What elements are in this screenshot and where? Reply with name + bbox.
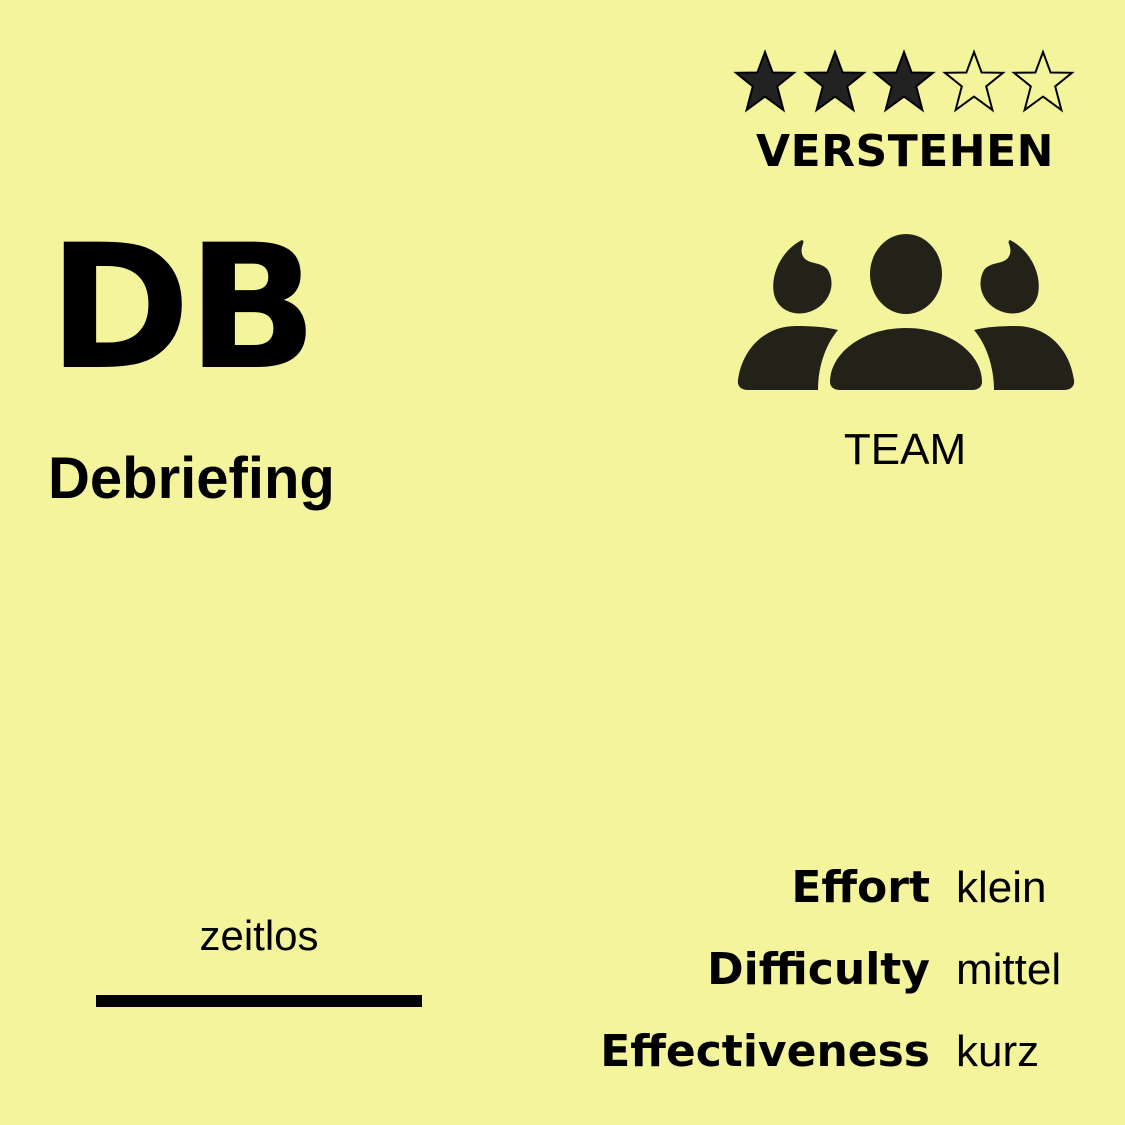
duration-bar [96, 995, 422, 1007]
star-icon [941, 49, 1006, 113]
stat-row-effectiveness: Effectiveness kurz [525, 1022, 1125, 1082]
card-name: Debriefing [48, 446, 335, 511]
stat-label: Effort [791, 862, 930, 913]
team-icon [737, 234, 1075, 390]
stat-value: klein [956, 863, 1047, 912]
stat-row-difficulty: Difficulty mittel [525, 940, 1125, 1000]
stat-value: mittel [956, 945, 1062, 994]
rating-category: VERSTEHEN [756, 126, 1054, 177]
stat-value: kurz [956, 1027, 1040, 1076]
star-rating [732, 48, 1076, 116]
stat-label: Difficulty [707, 944, 930, 995]
duration-label: zeitlos [199, 912, 319, 959]
card-abbreviation: DB [48, 207, 318, 408]
star-icon [733, 49, 797, 113]
star-icon [802, 49, 867, 113]
stat-row-effort: Effort klein [525, 858, 1125, 918]
audience-label: TEAM [843, 425, 967, 474]
star-icon [1011, 49, 1075, 113]
star-icon [872, 49, 936, 113]
stat-label: Effectiveness [600, 1026, 930, 1077]
